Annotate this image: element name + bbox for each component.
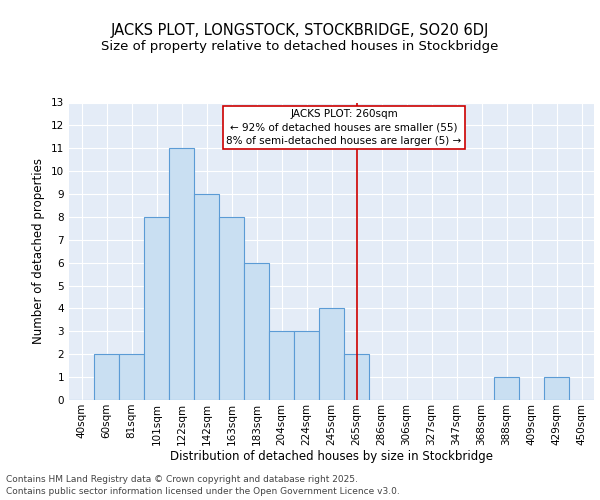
Bar [544, 377, 569, 400]
Text: Contains HM Land Registry data © Crown copyright and database right 2025.: Contains HM Land Registry data © Crown c… [6, 476, 358, 484]
Bar [294, 332, 319, 400]
Bar [119, 354, 144, 400]
Bar [219, 217, 244, 400]
Text: JACKS PLOT, LONGSTOCK, STOCKBRIDGE, SO20 6DJ: JACKS PLOT, LONGSTOCK, STOCKBRIDGE, SO20… [111, 22, 489, 38]
Bar [194, 194, 219, 400]
Text: JACKS PLOT: 260sqm
← 92% of detached houses are smaller (55)
8% of semi-detached: JACKS PLOT: 260sqm ← 92% of detached hou… [226, 110, 461, 146]
Bar [244, 262, 269, 400]
Bar [94, 354, 119, 400]
X-axis label: Distribution of detached houses by size in Stockbridge: Distribution of detached houses by size … [170, 450, 493, 464]
Bar [494, 377, 519, 400]
Bar [169, 148, 194, 400]
Text: Size of property relative to detached houses in Stockbridge: Size of property relative to detached ho… [101, 40, 499, 53]
Bar [344, 354, 369, 400]
Y-axis label: Number of detached properties: Number of detached properties [32, 158, 46, 344]
Bar [319, 308, 344, 400]
Bar [269, 332, 294, 400]
Bar [144, 217, 169, 400]
Text: Contains public sector information licensed under the Open Government Licence v3: Contains public sector information licen… [6, 486, 400, 496]
